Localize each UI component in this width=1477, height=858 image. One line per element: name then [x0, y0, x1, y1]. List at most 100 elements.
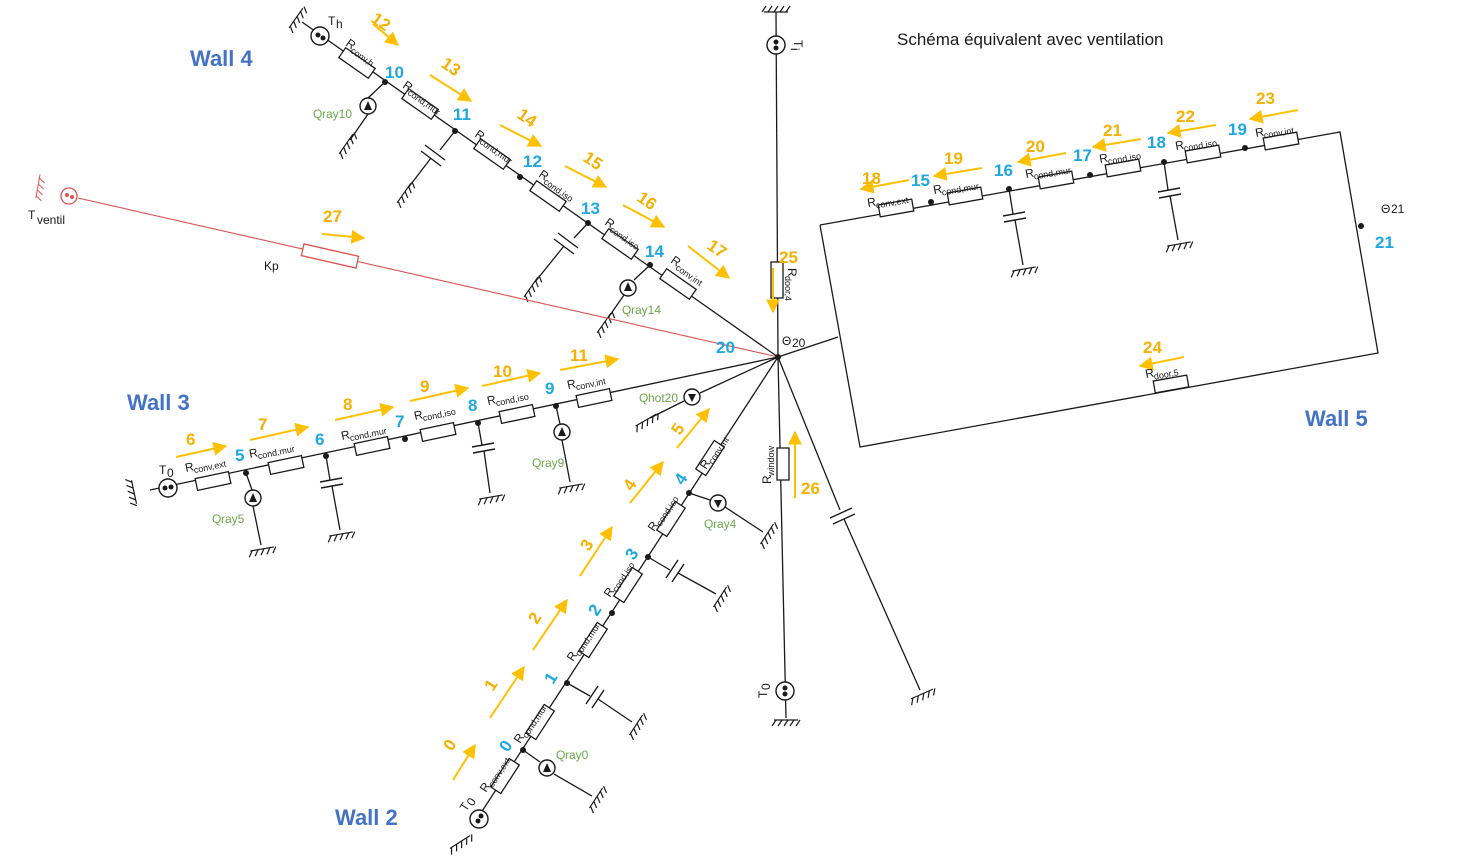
res-label-main: R: [866, 195, 877, 210]
tventil-label-sub: ventil: [37, 213, 65, 227]
node-label-20: 20: [716, 338, 735, 357]
window-branch: [771, 356, 801, 727]
node-label-21: 21: [1375, 233, 1394, 252]
wall2-branch: [447, 356, 781, 856]
qray4-label-sub: ray4: [713, 517, 737, 531]
qray0-label-main: Q: [556, 748, 565, 762]
tventil-label-main: T: [28, 208, 36, 222]
node-label-17: 17: [1073, 146, 1092, 165]
node-label-16: 16: [994, 161, 1013, 180]
qray0-label-sub: ray0: [565, 748, 589, 762]
flow-label-27: 27: [323, 207, 342, 226]
res-label-main: R: [785, 268, 799, 277]
qray14-label-main: Q: [622, 303, 631, 317]
res-label-sub: door,5: [1153, 367, 1179, 381]
node-label-14: 14: [645, 242, 664, 261]
res-label-main: R: [184, 459, 196, 475]
wall3-rcondmur2: [353, 435, 391, 457]
wall3-rcondiso1: [419, 421, 457, 443]
flow-label-22: 22: [1176, 107, 1195, 126]
wall5-rcondmur1: [946, 186, 984, 206]
wall5-rcondmur2: [1037, 170, 1075, 190]
th-label-sub: h: [336, 17, 343, 31]
wall5-branch: [777, 131, 1379, 448]
node-label-7: 7: [395, 412, 404, 431]
wall5-rconvint: [1262, 131, 1300, 151]
ti-source: [766, 35, 786, 55]
flow-label-4: 4: [619, 475, 640, 494]
node-label-8: 8: [468, 396, 477, 415]
flow-label-6: 6: [186, 430, 195, 449]
wall3-branch: [124, 356, 779, 558]
flow-label-24: 24: [1143, 338, 1162, 357]
node-label-9: 9: [545, 379, 554, 398]
theta21-label-sub: 21: [1391, 202, 1405, 216]
t0-window-label-sub: 0: [759, 683, 773, 690]
door4-branch: [761, 5, 791, 358]
t0-wall3-label-main: T: [159, 463, 167, 477]
wall2-rcondmur1: [524, 703, 556, 741]
ventilation-branch: [35, 174, 779, 358]
qray14-label-sub: ray14: [631, 303, 661, 317]
qray5-label-main: Q: [212, 512, 221, 526]
flow-label-23: 23: [1256, 89, 1275, 108]
node-label-15: 15: [911, 171, 930, 190]
node-label-1: 1: [540, 669, 561, 687]
wall3-rcondiso2: [498, 403, 536, 425]
junction-node-20: [775, 354, 781, 360]
qhot20-label-main: Q: [639, 391, 648, 405]
res-label-main: R: [486, 392, 498, 408]
res-label-sub: cond,iso: [422, 406, 457, 423]
wall5-rcondiso1: [1104, 158, 1142, 178]
theta20-label-sub: 20: [792, 336, 806, 350]
qhot20-branch: [633, 356, 779, 433]
t0-wall3-label-sub: 0: [167, 466, 174, 480]
t0-source-window: [775, 681, 795, 701]
wall5-label: Wall 5: [1305, 406, 1368, 431]
res-label-main: R: [1254, 125, 1265, 140]
wall2-rconvext: [489, 757, 521, 795]
flow-label-26: 26: [801, 479, 820, 498]
t0-window-label-main: T: [756, 690, 770, 698]
flow-label-2: 2: [524, 609, 545, 627]
kp-resistor: [300, 243, 360, 269]
flow-label-25: 25: [779, 248, 798, 267]
th-label-main: T: [328, 14, 336, 28]
node-label-18: 18: [1147, 133, 1166, 152]
node-label-10: 10: [385, 63, 404, 82]
flow-label-5: 5: [667, 420, 688, 438]
flow-label-21: 21: [1103, 121, 1122, 140]
res-label-sub: door,4: [783, 276, 793, 301]
theta21-label-main: Θ: [1381, 202, 1390, 216]
flow-label-16: 16: [634, 188, 660, 214]
res-label-main: R: [248, 445, 260, 461]
res-label-sub: window: [766, 445, 776, 477]
flow-label-9: 9: [420, 377, 429, 396]
res-label-main: R: [1174, 138, 1185, 153]
room-capacitor-branch: [777, 356, 938, 706]
wall4-rcondiso2: [600, 227, 640, 261]
qray5-label-sub: ray5: [221, 512, 245, 526]
flow-label-13: 13: [438, 54, 464, 80]
node-label-13: 13: [581, 199, 600, 218]
wall2-rcondmur2: [577, 621, 609, 659]
wall5-rconvext: [877, 198, 915, 218]
wall2-rconvint: [694, 439, 726, 477]
res-label-main: R: [413, 407, 425, 423]
res-label-main: R: [1098, 151, 1109, 166]
wall4-rcondmur1: [400, 87, 440, 121]
wall4-label: Wall 4: [190, 46, 254, 71]
qray9-label-sub: ray9: [541, 456, 565, 470]
qray4-label-main: Q: [704, 517, 713, 531]
node-label-6: 6: [315, 430, 324, 449]
kp-label: Kp: [264, 259, 279, 273]
rdoor5-resistor: [1152, 374, 1190, 394]
theta20-label-main: Θ: [782, 334, 791, 348]
flow-label-8: 8: [343, 395, 352, 414]
wall3-rconvext: [194, 470, 232, 492]
source-labels: Q ray10 Q ray14 Q ray5 Q ray9 Q hot20 Q …: [212, 107, 737, 762]
wall2-label: Wall 2: [335, 805, 398, 830]
flow-label-17: 17: [704, 236, 730, 262]
flow-label-7: 7: [258, 415, 267, 434]
